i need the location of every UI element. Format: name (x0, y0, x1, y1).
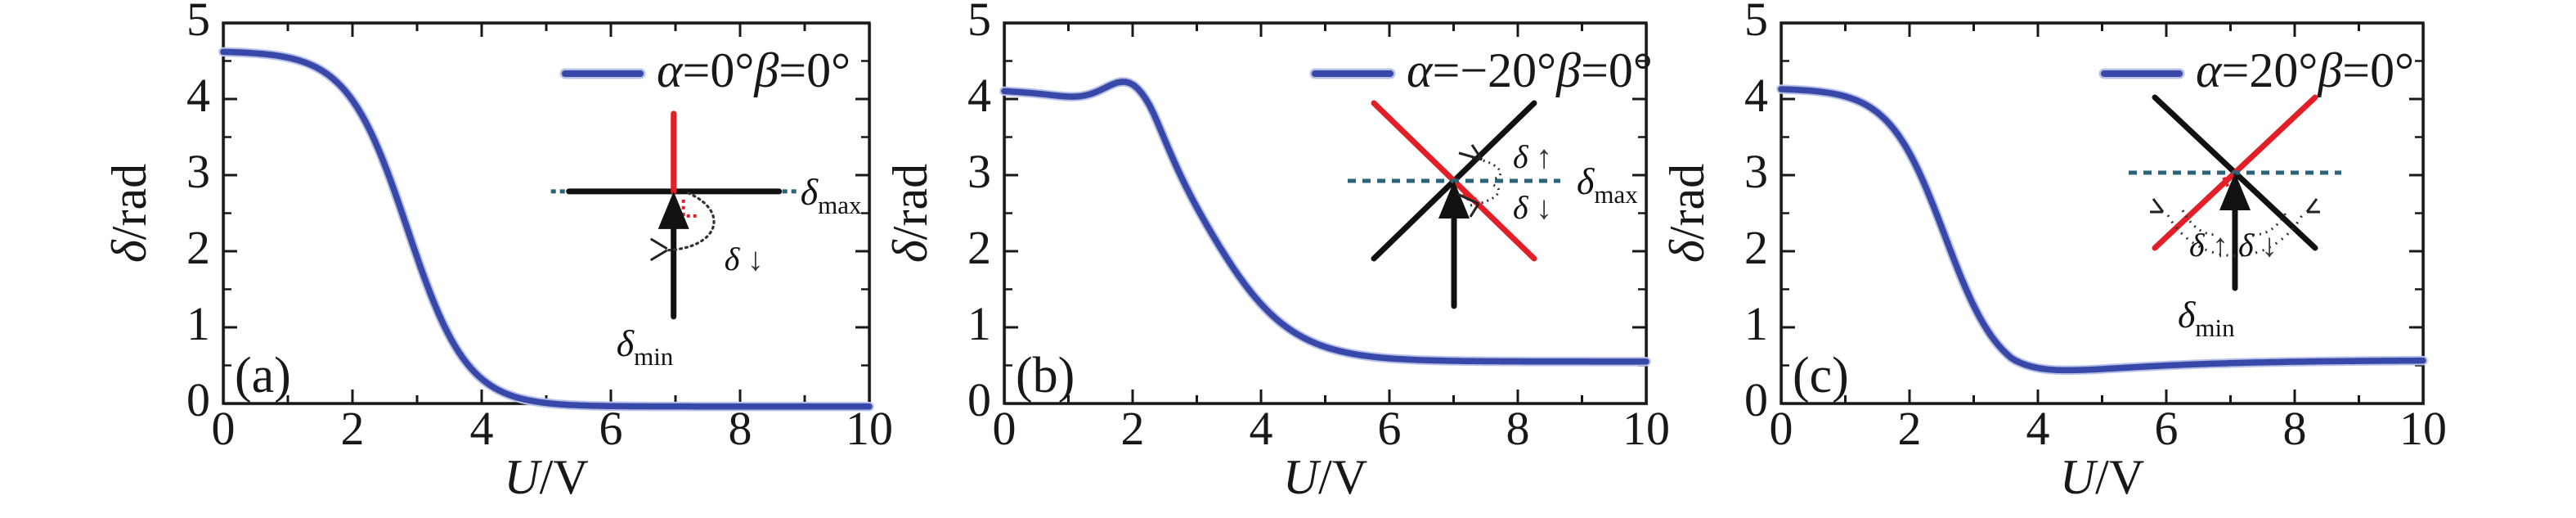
svg-text:0: 0 (993, 402, 1016, 455)
svg-text:3: 3 (1744, 145, 1768, 198)
svg-text:1: 1 (967, 297, 991, 350)
svg-text:4: 4 (470, 402, 494, 455)
svg-text:↓: ↓ (747, 241, 764, 277)
svg-text:1: 1 (186, 297, 210, 350)
svg-text:4: 4 (2026, 402, 2050, 455)
svg-text:8: 8 (1506, 402, 1530, 455)
svg-text:3: 3 (967, 145, 991, 198)
svg-text:↓: ↓ (1536, 189, 1552, 226)
svg-text:4: 4 (1250, 402, 1273, 455)
svg-text:0: 0 (212, 402, 236, 455)
svg-text:3: 3 (186, 145, 210, 198)
svg-text:8: 8 (2283, 402, 2307, 455)
svg-text:2: 2 (1898, 402, 1922, 455)
svg-text:↓: ↓ (2261, 227, 2278, 264)
svg-text:0: 0 (1770, 402, 1793, 455)
svg-text:↑: ↑ (2212, 227, 2228, 264)
svg-text:1: 1 (1744, 297, 1768, 350)
svg-text:↑: ↑ (1536, 138, 1552, 175)
svg-text:2: 2 (1121, 402, 1145, 455)
svg-text:6: 6 (1378, 402, 1402, 455)
svg-text:5: 5 (967, 0, 991, 46)
svg-text:0: 0 (967, 373, 991, 426)
svg-text:5: 5 (1744, 0, 1768, 46)
svg-text:δ: δ (1513, 138, 1529, 175)
svg-text:2: 2 (1744, 221, 1768, 274)
svg-text:0: 0 (186, 373, 210, 426)
svg-text:2: 2 (341, 402, 365, 455)
svg-text:(b): (b) (1016, 348, 1075, 403)
svg-text:U/V: U/V (2060, 450, 2144, 504)
svg-text:(c): (c) (1793, 348, 1849, 403)
svg-text:δ/rad: δ/rad (1660, 164, 1714, 263)
svg-text:α=20°β=0°: α=20°β=0° (2196, 43, 2414, 97)
svg-text:α=0°β=0°: α=0°β=0° (657, 43, 850, 97)
svg-text:U/V: U/V (1283, 450, 1367, 504)
svg-text:δ: δ (725, 241, 741, 277)
svg-text:10: 10 (1622, 402, 1670, 455)
svg-text:δ: δ (2189, 227, 2206, 264)
svg-text:0: 0 (1744, 373, 1768, 426)
svg-text:10: 10 (2399, 402, 2447, 455)
svg-text:2: 2 (967, 221, 991, 274)
svg-text:δ: δ (1513, 189, 1529, 226)
svg-text:α=−20°β=0°: α=−20°β=0° (1407, 43, 1653, 97)
svg-text:4: 4 (186, 69, 210, 122)
svg-text:δ/rad: δ/rad (883, 164, 937, 263)
svg-text:6: 6 (2155, 402, 2179, 455)
svg-text:5: 5 (186, 0, 210, 46)
svg-text:4: 4 (1744, 69, 1768, 122)
svg-text:δ/rad: δ/rad (102, 164, 156, 263)
svg-text:δ: δ (2238, 227, 2255, 264)
svg-text:2: 2 (186, 221, 210, 274)
svg-text:4: 4 (967, 69, 991, 122)
svg-text:U/V: U/V (504, 450, 588, 504)
svg-text:(a): (a) (235, 348, 291, 403)
